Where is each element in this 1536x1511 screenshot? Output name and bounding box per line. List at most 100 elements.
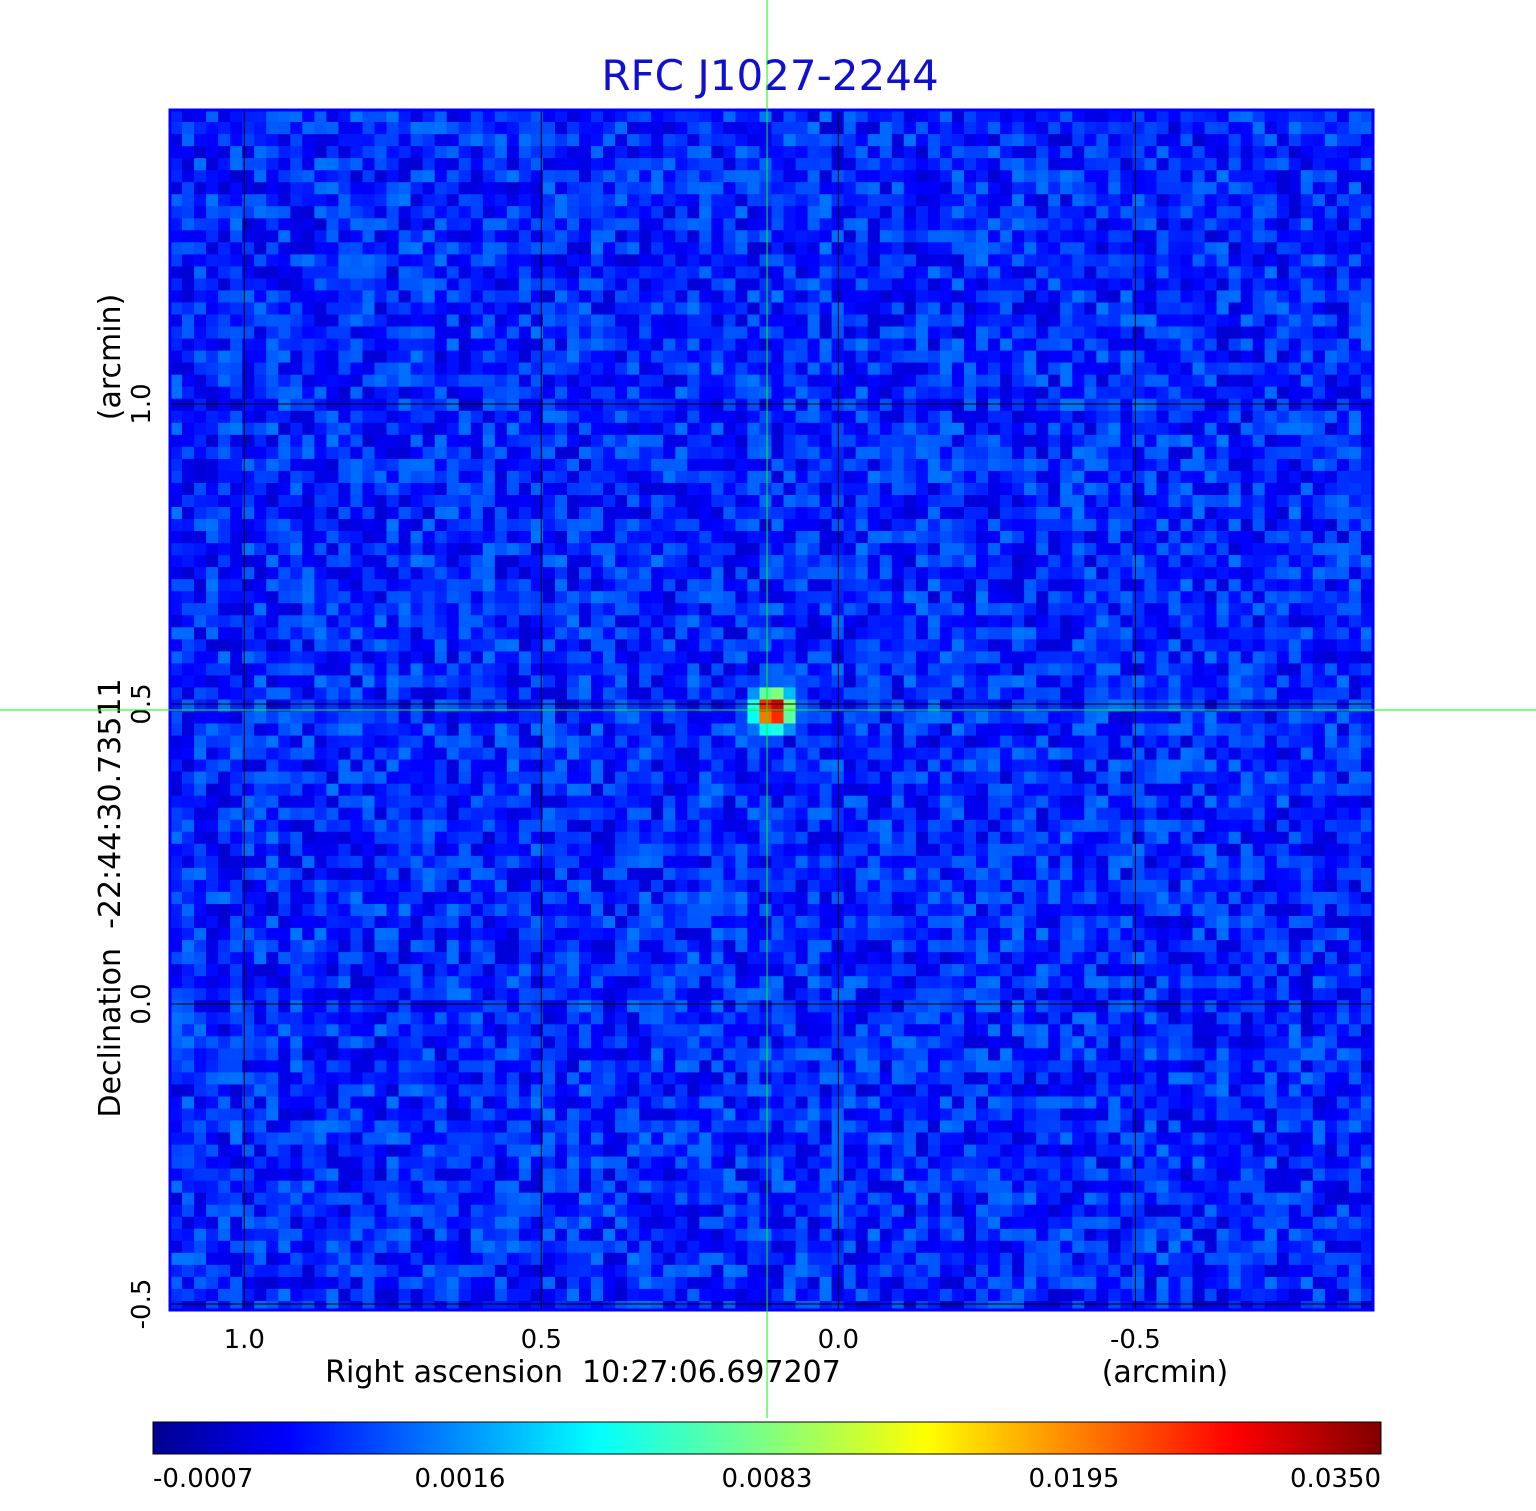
map-pixel xyxy=(747,290,760,303)
map-pixel xyxy=(675,988,688,1001)
map-pixel xyxy=(651,952,664,965)
map-pixel xyxy=(579,1216,592,1230)
map-pixel xyxy=(555,879,568,893)
map-pixel xyxy=(747,1084,760,1097)
map-pixel xyxy=(182,687,195,700)
map-pixel xyxy=(338,338,351,352)
map-pixel xyxy=(747,1120,760,1134)
map-pixel xyxy=(567,326,580,340)
map-pixel xyxy=(470,1012,484,1025)
map-pixel xyxy=(194,1180,207,1194)
map-pixel xyxy=(542,519,556,532)
map-pixel xyxy=(542,110,556,123)
map-pixel xyxy=(482,988,496,1001)
map-pixel xyxy=(530,170,544,183)
map-pixel xyxy=(482,446,496,460)
map-pixel xyxy=(206,1276,219,1290)
map-pixel xyxy=(675,531,688,544)
map-pixel xyxy=(302,771,315,785)
map-pixel xyxy=(266,1048,279,1061)
map-pixel xyxy=(687,1060,700,1073)
map-pixel xyxy=(338,639,351,652)
map-pixel xyxy=(242,699,255,713)
map-pixel xyxy=(230,218,243,231)
map-pixel xyxy=(603,543,616,556)
map-pixel xyxy=(699,278,712,291)
map-pixel xyxy=(230,988,243,1001)
map-pixel xyxy=(651,591,664,604)
map-pixel xyxy=(615,904,628,917)
map-pixel xyxy=(242,904,255,917)
map-pixel xyxy=(494,194,508,207)
map-pixel xyxy=(482,398,496,412)
map-pixel xyxy=(362,567,376,580)
map-pixel xyxy=(759,350,773,364)
map-pixel xyxy=(687,158,700,171)
map-pixel xyxy=(603,1252,616,1266)
map-pixel xyxy=(338,146,351,159)
map-pixel xyxy=(723,422,736,436)
map-pixel xyxy=(170,687,183,700)
map-pixel xyxy=(639,495,652,508)
map-pixel xyxy=(506,290,520,303)
map-pixel xyxy=(326,398,339,412)
map-pixel xyxy=(242,1276,255,1290)
map-pixel xyxy=(398,543,412,556)
map-pixel xyxy=(182,855,195,869)
map-pixel xyxy=(687,254,700,267)
map-pixel xyxy=(567,976,580,989)
map-pixel xyxy=(542,410,556,424)
map-pixel xyxy=(723,843,736,857)
map-pixel xyxy=(446,531,460,544)
map-pixel xyxy=(278,434,291,448)
map-pixel xyxy=(579,1036,592,1049)
map-pixel xyxy=(374,362,388,376)
map-pixel xyxy=(518,711,532,725)
map-pixel xyxy=(506,867,520,881)
map-pixel xyxy=(362,639,376,652)
map-pixel xyxy=(711,1264,724,1278)
map-pixel xyxy=(615,663,628,676)
map-pixel xyxy=(518,170,532,183)
map-pixel xyxy=(374,1024,388,1037)
map-pixel xyxy=(759,1036,773,1049)
map-pixel xyxy=(290,434,303,448)
map-pixel xyxy=(374,507,388,520)
map-pixel xyxy=(518,482,532,496)
map-pixel xyxy=(639,687,652,700)
map-pixel xyxy=(555,362,568,376)
map-pixel xyxy=(218,1108,231,1122)
map-pixel xyxy=(591,952,604,965)
map-pixel xyxy=(506,675,520,688)
map-pixel xyxy=(422,543,436,556)
map-pixel xyxy=(350,398,363,412)
map-pixel xyxy=(663,747,676,761)
map-pixel xyxy=(386,519,400,532)
map-pixel xyxy=(723,410,736,424)
map-pixel xyxy=(542,338,556,352)
map-pixel xyxy=(362,350,376,364)
map-pixel xyxy=(338,326,351,340)
map-pixel xyxy=(542,326,556,340)
map-pixel xyxy=(723,783,736,797)
map-pixel xyxy=(494,1228,508,1242)
map-pixel xyxy=(410,1288,424,1302)
map-pixel xyxy=(675,795,688,809)
map-pixel xyxy=(555,1240,568,1254)
map-pixel xyxy=(458,735,472,749)
map-pixel xyxy=(663,976,676,989)
map-pixel xyxy=(230,795,243,809)
map-pixel xyxy=(410,1192,424,1206)
map-pixel xyxy=(723,771,736,785)
map-pixel xyxy=(663,507,676,520)
map-pixel xyxy=(651,350,664,364)
map-pixel xyxy=(627,759,640,773)
map-pixel xyxy=(747,1168,760,1182)
map-pixel xyxy=(170,386,183,400)
map-pixel xyxy=(579,194,592,207)
map-pixel xyxy=(759,1096,773,1110)
map-pixel xyxy=(747,206,760,219)
map-pixel xyxy=(326,218,339,231)
map-pixel xyxy=(290,1180,303,1194)
map-pixel xyxy=(170,904,183,917)
